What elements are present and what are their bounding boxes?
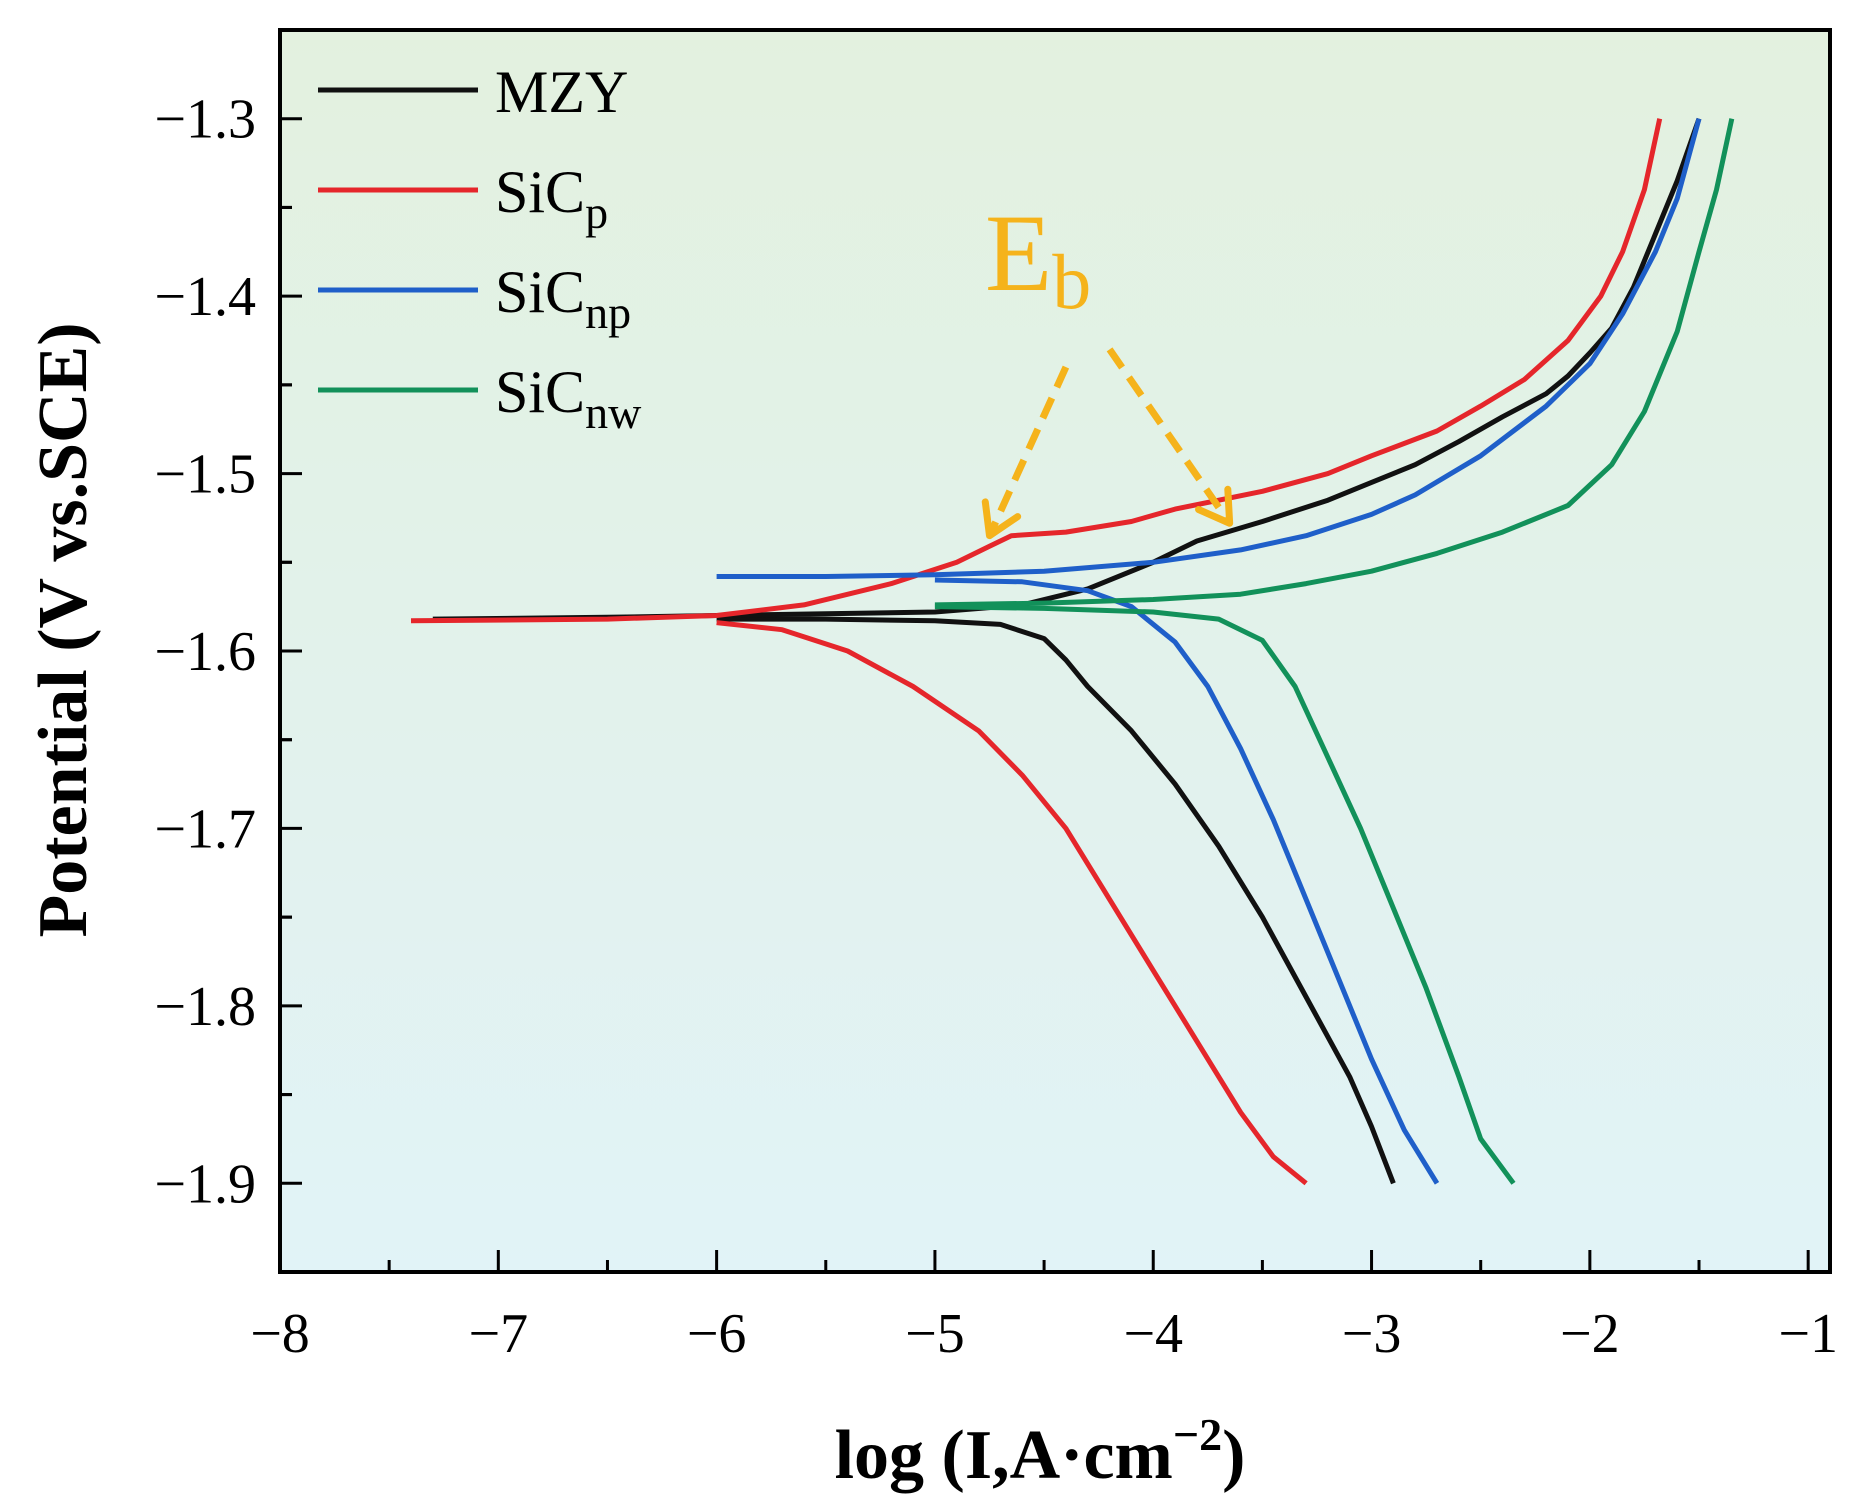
x-axis-title-close: ) — [1222, 1417, 1245, 1494]
y-tick-label: −1.7 — [154, 798, 256, 860]
x-tick-label: −4 — [1123, 1303, 1183, 1365]
series-anodic-SiCp — [410, 118, 1663, 624]
series-cathodic-MZY — [716, 616, 1396, 1185]
x-tick-label: −6 — [687, 1303, 747, 1365]
x-axis-title-main: log (I,A·cm — [835, 1417, 1173, 1494]
series-cathodic-SiCp — [716, 620, 1308, 1186]
x-tick-label: −2 — [1560, 1303, 1620, 1365]
eb-arrow-2 — [1106, 347, 1233, 526]
legend-label-MZY: MZY — [495, 59, 628, 125]
y-tick-label: −1.6 — [154, 621, 256, 683]
y-tick-label: −1.9 — [154, 1153, 256, 1215]
x-axis-title: log (I,A·cm−2) — [835, 1409, 1246, 1494]
series-anodic-SiCnw — [934, 118, 1735, 608]
y-tick-label: −1.5 — [154, 444, 256, 506]
x-tick-label: −1 — [1778, 1303, 1838, 1365]
eb-arrowhead-1 — [981, 498, 1022, 540]
x-tick-label: −7 — [469, 1303, 529, 1365]
y-tick-label: −1.8 — [154, 976, 256, 1038]
eb-annotation: Eb — [985, 192, 1091, 325]
series-cathodic-SiCnp — [934, 577, 1440, 1185]
y-axis-title: Potential (V vs.SCE) — [25, 322, 102, 937]
legend-label-SiCnp: SiCnp — [495, 259, 631, 338]
series-cathodic-SiCnw — [934, 604, 1516, 1185]
x-tick-label: −8 — [250, 1303, 310, 1365]
x-axis-title-sup: −2 — [1173, 1409, 1222, 1460]
legend-label-SiCnw: SiCnw — [495, 359, 642, 438]
series-anodic-MZY — [432, 117, 1702, 622]
eb-arrowhead-2 — [1195, 485, 1234, 527]
legend-label-SiCp: SiCp — [495, 159, 608, 238]
y-tick-label: −1.3 — [154, 89, 256, 151]
series-anodic-SiCnp — [716, 118, 1702, 579]
y-tick-label: −1.4 — [154, 266, 256, 328]
eb-arrow-1 — [986, 365, 1070, 538]
x-tick-label: −3 — [1342, 1303, 1402, 1365]
x-tick-label: −5 — [905, 1303, 965, 1365]
